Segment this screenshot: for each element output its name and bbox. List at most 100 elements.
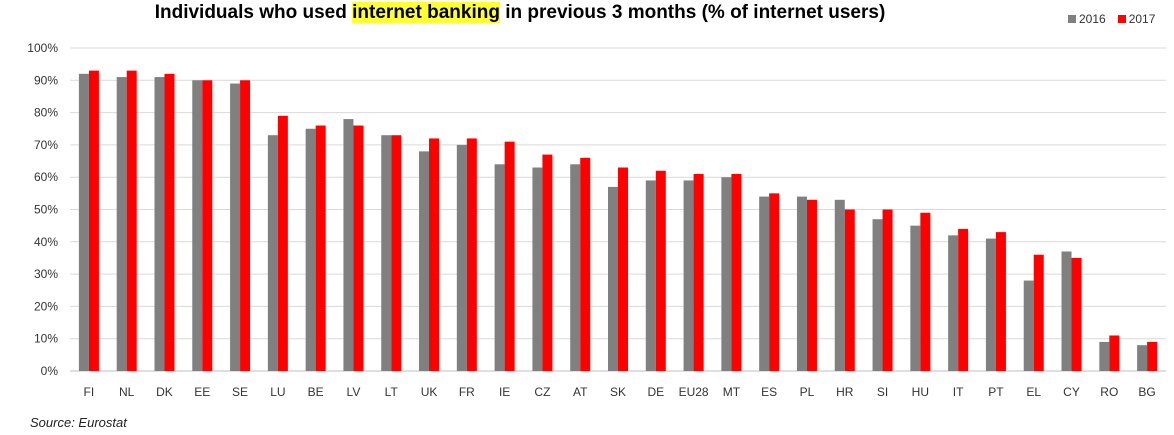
bar-2017-el: [1033, 254, 1044, 371]
bar-2016-hu: [910, 225, 921, 371]
bar-2016-lv: [343, 119, 354, 371]
bar-2017-hr: [844, 209, 855, 371]
bar-2017-bg: [1147, 341, 1158, 371]
bar-2016-uk: [419, 151, 430, 371]
bar-2017-ie: [504, 141, 515, 371]
bar-2017-fi: [88, 70, 99, 372]
x-tick-label: FI: [84, 385, 95, 399]
x-tick-label: SK: [610, 385, 626, 399]
bar-2017-nl: [126, 70, 137, 372]
bar-2016-pl: [796, 196, 807, 371]
bar-2016-mt: [721, 177, 732, 371]
bar-2017-ee: [202, 80, 213, 372]
bar-2016-el: [1023, 280, 1034, 371]
bar-2016-ie: [494, 164, 505, 371]
x-tick-label: AT: [573, 385, 588, 399]
bar-2016-lt: [381, 135, 392, 371]
bar-2016-eu28: [683, 180, 694, 371]
x-tick-label: EL: [1026, 385, 1041, 399]
title-highlight: internet banking: [352, 2, 500, 23]
x-tick-label: BE: [308, 385, 324, 399]
title-part2: who used: [259, 2, 353, 23]
y-tick-label: 100%: [27, 41, 58, 55]
bar-2017-dk: [164, 73, 175, 371]
bar-2017-mt: [731, 173, 742, 371]
y-tick-label: 20%: [34, 299, 58, 313]
bar-2016-pt: [985, 238, 996, 371]
bar-2016-be: [305, 128, 316, 371]
bar-2017-si: [882, 209, 893, 371]
bar-2016-nl: [116, 77, 127, 371]
bar-2017-hu: [920, 212, 931, 371]
bar-2016-it: [948, 235, 959, 371]
x-tick-label: CY: [1063, 385, 1080, 399]
legend-label-2017: 2017: [1128, 12, 1156, 26]
legend-swatch-2017: [1117, 15, 1126, 23]
y-tick-label: 60%: [34, 170, 58, 184]
bar-2016-se: [230, 83, 241, 371]
x-tick-label: LV: [347, 385, 361, 399]
x-tick-label: HU: [912, 385, 929, 399]
y-tick-label: 10%: [34, 332, 58, 346]
legend-label-2016: 2016: [1079, 12, 1106, 26]
bar-2016-si: [872, 219, 883, 371]
x-tick-label: LT: [385, 385, 399, 399]
y-tick-label: 50%: [34, 203, 58, 217]
bar-2017-se: [240, 80, 251, 372]
bar-2016-de: [645, 180, 656, 371]
bar-2017-lv: [353, 125, 364, 372]
bar-2016-fr: [456, 144, 467, 371]
bar-2017-de: [655, 170, 666, 371]
x-tick-label: IT: [953, 385, 964, 399]
x-tick-label: RO: [1100, 385, 1118, 399]
x-tick-label: ES: [761, 385, 777, 399]
bar-2017-sk: [618, 167, 628, 371]
bar-2016-bg: [1137, 345, 1148, 371]
x-tick-label: EU28: [679, 385, 709, 399]
bar-2017-eu28: [693, 173, 704, 371]
bar-2017-lu: [277, 115, 288, 371]
bar-2017-lt: [391, 135, 402, 371]
bar-2016-at: [570, 164, 581, 371]
bar-2016-cz: [532, 167, 543, 371]
bar-2016-cy: [1061, 251, 1072, 371]
bar-2017-uk: [429, 138, 440, 371]
x-tick-label: SE: [232, 385, 248, 399]
bar-2017-be: [315, 125, 326, 372]
title-part3: in previous 3 months (% of internet user…: [499, 2, 886, 23]
legend: 2016 2017: [1068, 12, 1155, 26]
x-tick-label: PL: [800, 385, 815, 399]
y-tick-label: 70%: [34, 138, 58, 152]
bar-2016-hr: [834, 199, 845, 371]
x-tick-label: NL: [119, 385, 135, 399]
x-tick-label: HR: [836, 385, 854, 399]
y-tick-label: 80%: [34, 106, 58, 120]
x-tick-label: MT: [723, 385, 741, 399]
legend-item-2017: 2017: [1117, 12, 1156, 26]
bar-2016-ee: [192, 80, 203, 372]
bar-2017-ro: [1109, 335, 1120, 371]
x-tick-label: EE: [194, 385, 210, 399]
x-tick-label: CZ: [534, 385, 550, 399]
bar-2017-pt: [995, 232, 1006, 371]
bar-2017-fr: [466, 138, 477, 371]
x-tick-label: PT: [988, 385, 1004, 399]
x-tick-label: LU: [270, 385, 285, 399]
y-tick-label: 0%: [41, 364, 59, 378]
bar-2016-dk: [154, 77, 165, 371]
title-part1: Individuals: [154, 2, 260, 23]
x-tick-label: FR: [459, 385, 475, 399]
bar-2017-at: [580, 157, 591, 371]
legend-swatch-2016: [1068, 15, 1076, 23]
x-tick-label: IE: [499, 385, 510, 399]
x-tick-label: DK: [156, 385, 173, 399]
bar-2016-es: [759, 196, 770, 371]
x-tick-label: SI: [877, 385, 888, 399]
bar-2016-fi: [78, 73, 89, 371]
chart-title: Individuals who used internet banking in…: [0, 2, 1040, 24]
bar-2016-ro: [1099, 341, 1110, 371]
y-tick-label: 30%: [34, 267, 58, 281]
legend-item-2016: 2016: [1068, 12, 1106, 26]
bar-2017-cz: [542, 154, 553, 371]
x-tick-label: BG: [1138, 385, 1155, 399]
